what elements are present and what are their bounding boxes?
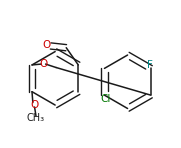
Text: Cl: Cl [100, 94, 110, 104]
Text: O: O [43, 40, 51, 50]
Text: O: O [30, 100, 39, 110]
Text: CH₃: CH₃ [27, 112, 45, 123]
Text: O: O [39, 59, 47, 69]
Text: F: F [147, 60, 153, 70]
